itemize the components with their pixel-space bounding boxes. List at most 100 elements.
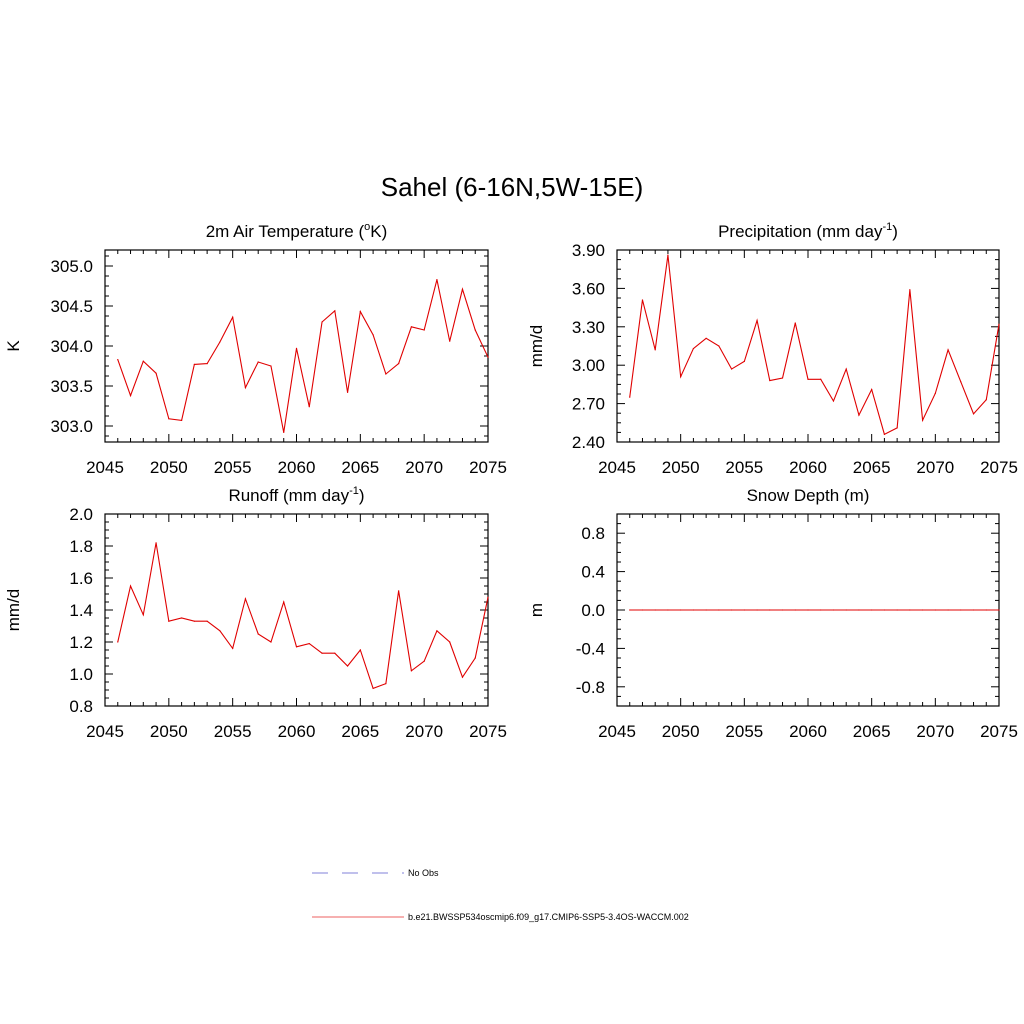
data-point: [142, 360, 144, 362]
data-point: [474, 657, 476, 659]
x-tick-label: 2045: [86, 458, 124, 477]
y-axis-label: m: [527, 603, 546, 617]
data-point: [423, 329, 425, 331]
data-point: [385, 683, 387, 685]
data-point: [820, 378, 822, 380]
data-point: [461, 288, 464, 290]
x-tick-label: 2075: [469, 722, 507, 741]
data-point: [845, 609, 847, 611]
data-point: [820, 609, 822, 611]
panel-title-text: Runoff (mm day: [228, 486, 349, 505]
data-point: [960, 609, 962, 611]
y-tick-label: -0.8: [576, 678, 605, 697]
data-point: [410, 326, 412, 328]
data-point: [181, 617, 183, 619]
data-point: [129, 585, 132, 587]
data-point: [398, 363, 400, 365]
legend-label-no-obs: No Obs: [408, 868, 439, 878]
panel-title-text: Precipitation (mm day: [718, 222, 883, 241]
data-point: [334, 310, 336, 312]
y-tick-label: 1.6: [69, 569, 93, 588]
data-point: [155, 542, 157, 544]
data-point: [667, 609, 669, 611]
data-point: [129, 395, 132, 397]
data-point: [858, 609, 860, 611]
data-point: [922, 609, 924, 611]
data-point: [972, 413, 975, 415]
y-tick-label: 3.30: [572, 318, 605, 337]
panel-frame: [616, 249, 1000, 443]
data-point: [998, 609, 1000, 611]
data-point: [807, 609, 809, 611]
data-point: [743, 360, 745, 362]
data-point: [295, 347, 298, 349]
data-point: [883, 433, 886, 435]
x-tick-label: 2070: [405, 722, 443, 741]
data-point: [934, 392, 936, 394]
data-point: [461, 676, 464, 678]
panels: 2045 2050 2055 2060 2065 2070 2075 303.0 303.5 30…: [4, 221, 1018, 741]
data-point: [436, 279, 438, 281]
y-tick-label: 0.8: [581, 524, 605, 543]
x-tick-label: 2065: [341, 722, 379, 741]
x-tick-label: 2075: [980, 722, 1018, 741]
y-tick-label: 1.4: [69, 601, 93, 620]
data-point: [947, 609, 949, 611]
x-tick-label: 2060: [278, 458, 316, 477]
data-point: [359, 649, 361, 651]
panel-2: 2045 2050 2055 2060 2065 2070 2075 2.40 2.70 3.00…: [527, 221, 1018, 477]
data-point: [871, 609, 873, 611]
panel-title-suffix: K): [370, 222, 387, 241]
y-tick-label: 303.5: [50, 377, 93, 396]
data-point: [807, 378, 809, 380]
data-point: [232, 316, 234, 318]
data-point: [692, 347, 695, 350]
data-point: [308, 406, 310, 408]
panel-title: Runoff (mm day-1): [228, 485, 364, 505]
data-point: [718, 609, 720, 611]
panel-4: 2045 2050 2055 2060 2065 2070 2075 -0.8 -0.4 0.0 0…: [527, 486, 1018, 741]
y-tick-label: 3.60: [572, 279, 605, 298]
y-tick-label: 304.5: [50, 297, 93, 316]
data-point: [985, 609, 987, 611]
x-tick-label: 2050: [662, 722, 700, 741]
data-point: [308, 643, 310, 645]
data-point: [244, 598, 247, 600]
panel-frame: [104, 249, 489, 443]
y-axis-label: mm/d: [527, 325, 546, 368]
data-point: [845, 368, 847, 370]
y-tick-label: 305.0: [50, 257, 93, 276]
data-point: [909, 289, 911, 291]
data-point: [998, 323, 1000, 325]
data-point: [346, 665, 349, 667]
data-point: [193, 620, 195, 622]
data-point: [257, 633, 259, 635]
x-tick-label: 2055: [214, 722, 252, 741]
data-point: [883, 609, 886, 611]
series-line: [117, 542, 489, 690]
legend: No Obs b.e21.BWSSP534oscmip6.f09_g17.CMI…: [312, 868, 689, 922]
data-point: [718, 345, 720, 347]
data-point: [858, 414, 860, 416]
data-point: [629, 396, 631, 398]
x-tick-label: 2065: [853, 458, 891, 477]
panel-title-suffix: ): [892, 222, 898, 241]
x-tick-label: 2055: [214, 458, 252, 477]
data-point: [794, 322, 796, 324]
y-tick-label: -0.4: [576, 639, 605, 658]
data-point: [972, 609, 975, 611]
x-tick-label: 2070: [405, 458, 443, 477]
data-point: [334, 652, 336, 654]
data-point: [449, 641, 451, 643]
data-point: [359, 311, 361, 313]
y-tick-label: 1.2: [69, 633, 93, 652]
data-point: [346, 391, 349, 393]
panel-3: 2045 2050 2055 2060 2065 2070 2075 0.8 1.0 1.2 1.4…: [4, 485, 507, 741]
data-point: [385, 373, 387, 375]
data-point: [321, 652, 323, 654]
x-tick-label: 2055: [725, 722, 763, 741]
data-point: [155, 372, 157, 374]
series-line: [117, 279, 489, 433]
data-point: [731, 368, 733, 370]
